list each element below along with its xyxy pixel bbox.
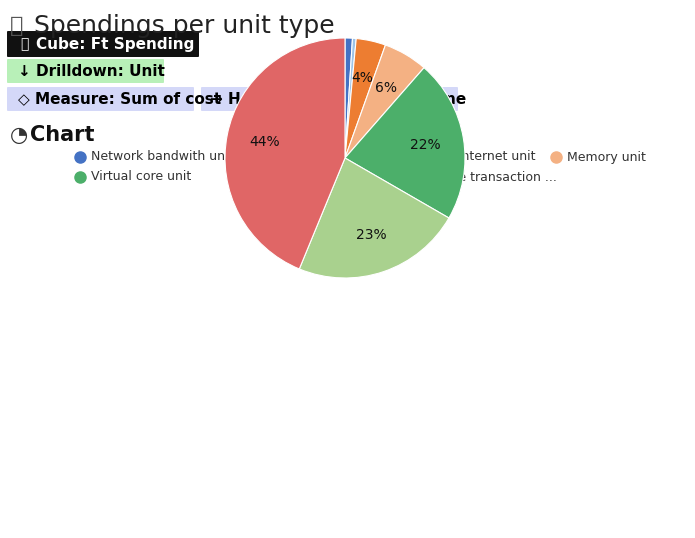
Text: → Horizontal dimension: None: → Horizontal dimension: None — [210, 91, 466, 107]
Wedge shape — [345, 38, 357, 158]
Text: 23%: 23% — [356, 228, 386, 242]
Wedge shape — [345, 45, 424, 158]
Text: ◇ Measure: Sum of cost: ◇ Measure: Sum of cost — [18, 91, 221, 107]
Text: 4%: 4% — [352, 72, 374, 86]
Text: ↓ Drilldown: Unit: ↓ Drilldown: Unit — [18, 63, 165, 79]
Text: Ⓘ: Ⓘ — [20, 37, 28, 51]
FancyBboxPatch shape — [201, 87, 458, 111]
FancyBboxPatch shape — [7, 31, 199, 57]
Text: Cube: Ft Spending: Cube: Ft Spending — [36, 37, 195, 52]
Text: Storage transaction ...: Storage transaction ... — [417, 171, 557, 183]
Text: 44%: 44% — [250, 135, 280, 149]
Wedge shape — [345, 39, 386, 158]
Text: Chart: Chart — [30, 125, 95, 145]
Text: Virtual core unit: Virtual core unit — [91, 171, 191, 183]
Text: 22%: 22% — [410, 138, 441, 152]
Text: Spendings per unit type: Spendings per unit type — [34, 14, 334, 38]
Text: ⎘: ⎘ — [10, 16, 24, 36]
Text: Memory unit: Memory unit — [567, 151, 646, 164]
Wedge shape — [300, 158, 449, 278]
Text: Windows license unit: Windows license unit — [259, 171, 391, 183]
Text: Network bandwith uni...: Network bandwith uni... — [91, 151, 240, 164]
Text: 6%: 6% — [375, 81, 398, 95]
Text: Public internet unit: Public internet unit — [417, 151, 536, 164]
Wedge shape — [345, 68, 465, 218]
Wedge shape — [345, 38, 352, 158]
Text: Virtual disk storage...: Virtual disk storage... — [259, 151, 393, 164]
Wedge shape — [225, 38, 345, 269]
FancyBboxPatch shape — [7, 59, 164, 83]
FancyBboxPatch shape — [7, 87, 194, 111]
Text: ◔: ◔ — [10, 125, 28, 145]
